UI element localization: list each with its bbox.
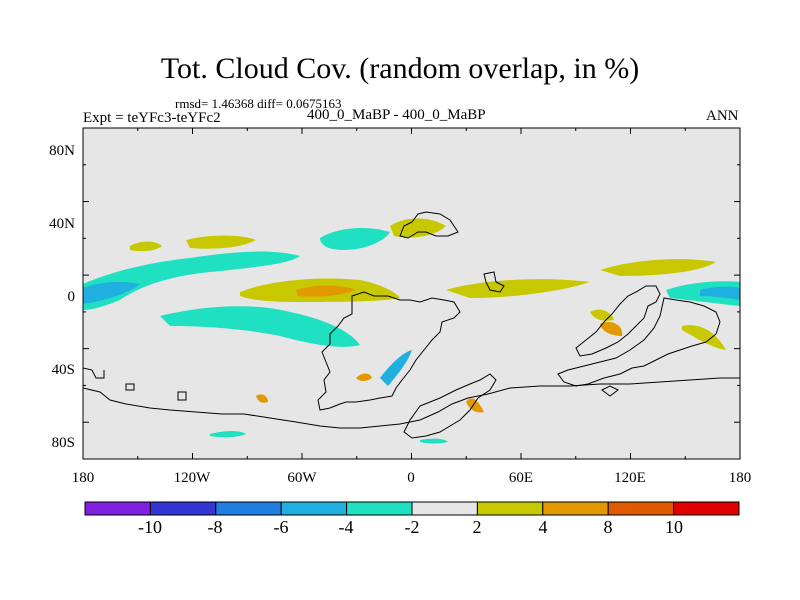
- colorbar-label: -10: [138, 517, 162, 537]
- neg-blob-antarctic: [420, 438, 448, 444]
- colorbar-label: 2: [473, 517, 482, 537]
- lat-label: 80S: [52, 435, 75, 451]
- lon-label: 60E: [509, 470, 533, 486]
- anomaly-fields: [83, 218, 740, 444]
- coastline-antarctica: [83, 377, 740, 429]
- map-background: [83, 128, 740, 459]
- colorbar-label: 4: [539, 517, 548, 537]
- latitude-labels: 80N 40N 0 40S 80S: [49, 143, 75, 451]
- period-label: 400_0_MaBP - 400_0_MaBP: [307, 107, 486, 123]
- colorbar-swatch: [542, 501, 609, 516]
- lon-label: 180: [729, 470, 752, 486]
- neg-blob-southern-ocean: [210, 431, 246, 438]
- pos-band-indian: [446, 279, 590, 298]
- colorbar-label: -4: [339, 517, 354, 537]
- colorbar-label: -2: [405, 517, 420, 537]
- lat-label: 80N: [49, 143, 75, 159]
- colorbar-swatch: [673, 501, 740, 516]
- coastline-africa: [403, 373, 497, 439]
- neg-band-pacific-east: [83, 251, 300, 310]
- neg-core-west-pacific: [700, 286, 740, 300]
- pos-core-atlantic: [296, 285, 356, 297]
- colorbar-swatch: [149, 501, 217, 516]
- season-label: ANN: [706, 108, 739, 124]
- coastline-australia: [557, 297, 721, 387]
- experiment-label: Expt = teYFc3-teYFc2: [83, 110, 221, 126]
- coastline-island-pacific: [125, 383, 135, 391]
- pos-blob-mid-pacific: [130, 241, 162, 252]
- colorbar-label: 8: [604, 517, 613, 537]
- colorbar-swatch: [215, 501, 282, 516]
- coastline-south-america: [317, 291, 461, 411]
- pos-blob-australia: [600, 321, 623, 336]
- coastline-island-indian: [601, 385, 619, 397]
- pos-blob-south-pacific: [682, 325, 726, 350]
- colorbar-swatch: [411, 501, 478, 516]
- lat-label: 0: [68, 289, 76, 305]
- coastline-north-america: [399, 211, 459, 239]
- colorbar-swatch: [476, 501, 544, 516]
- lat-label: 40S: [52, 362, 75, 378]
- lon-label: 120E: [614, 470, 646, 486]
- coastline-eurasia: [575, 285, 661, 357]
- coastline-antarctic-ice-west: [83, 367, 105, 379]
- pos-blob-south-indian: [466, 398, 484, 413]
- colorbar-swatch: [607, 501, 675, 516]
- colorbar-label: -6: [274, 517, 289, 537]
- colorbar-labels: -10 -8 -6 -4 -2 2 4 8 10: [138, 517, 683, 537]
- coastlines: [83, 211, 740, 439]
- pos-blob-hawaii: [186, 235, 256, 249]
- pos-blob-south-atlantic: [356, 373, 372, 381]
- lon-label: 120W: [174, 470, 212, 486]
- axis-ticks: [82, 127, 741, 460]
- neg-blob-south-atlantic: [380, 350, 412, 386]
- coastline-island-south: [177, 391, 187, 401]
- colorbar-label: -8: [208, 517, 223, 537]
- neg-band-pacific-core: [83, 281, 140, 304]
- colorbar: [84, 501, 740, 516]
- colorbar-label: 10: [665, 517, 683, 537]
- colorbar-swatch: [84, 501, 151, 516]
- colorbar-swatch: [280, 501, 348, 516]
- coastline-central-america: [483, 271, 505, 293]
- stats-label: rmsd= 1.46368 diff= 0.0675163: [175, 96, 342, 111]
- pos-blob-north-pacific: [390, 218, 446, 238]
- map-title: Tot. Cloud Cov. (random overlap, in %): [160, 52, 640, 85]
- neg-blob-north-pacific: [320, 228, 390, 250]
- lat-label: 40N: [49, 216, 75, 232]
- colorbar-swatch: [346, 501, 413, 516]
- lon-label: 180: [72, 470, 95, 486]
- lon-label: 60W: [287, 470, 317, 486]
- pos-band-west-pacific: [600, 259, 716, 276]
- neg-band-southeast-pacific: [160, 306, 360, 347]
- pos-blob-south-chile: [256, 394, 268, 403]
- longitude-labels: 180 120W 60W 0 60E 120E 180: [72, 470, 752, 486]
- lon-label: 0: [407, 470, 415, 486]
